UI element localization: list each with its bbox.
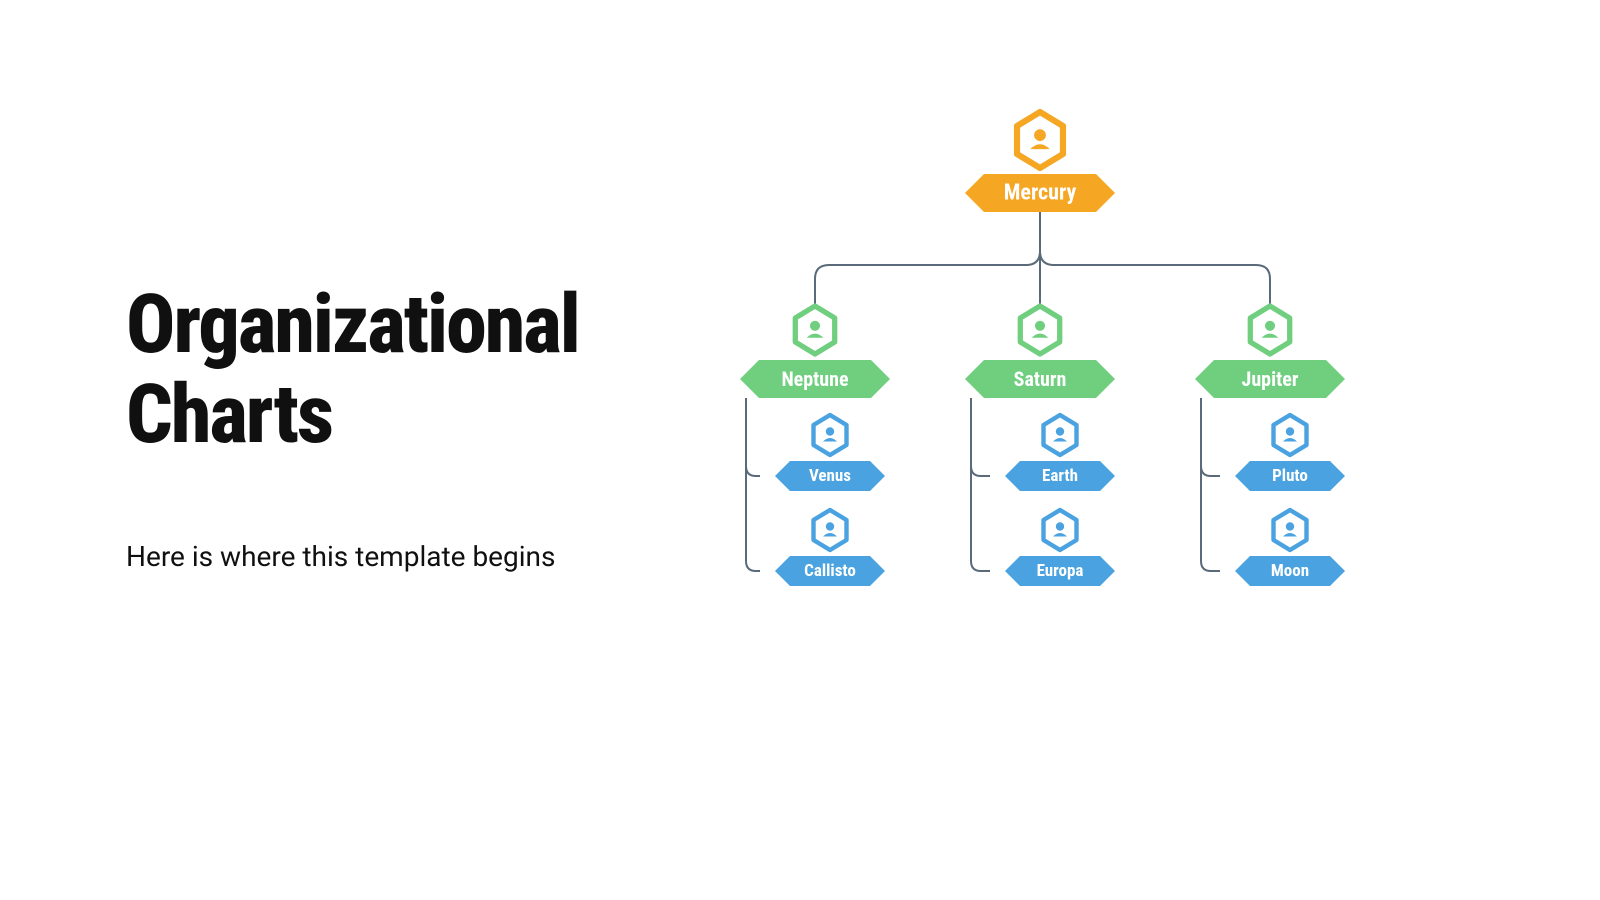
title-line-2: Charts bbox=[126, 370, 579, 460]
node-label-text: Moon bbox=[1271, 561, 1309, 581]
slide-title: Organizational Charts bbox=[126, 280, 579, 460]
org-node-venus: Venus bbox=[775, 415, 885, 491]
org-chart-svg: Mercury Neptune Saturn Jupiter Venus Callisto… bbox=[720, 80, 1360, 620]
org-node-saturn: Saturn bbox=[965, 306, 1115, 398]
node-label-text: Callisto bbox=[804, 561, 856, 581]
node-label-text: Saturn bbox=[1014, 367, 1067, 391]
title-line-1: Organizational bbox=[126, 280, 579, 370]
slide-root: Organizational Charts Here is where this… bbox=[0, 0, 1600, 900]
org-node-pluto: Pluto bbox=[1235, 415, 1345, 491]
node-label-text: Mercury bbox=[1004, 181, 1077, 206]
node-label-text: Europa bbox=[1037, 561, 1084, 581]
org-node-moon: Moon bbox=[1235, 510, 1345, 586]
org-node-neptune: Neptune bbox=[740, 306, 890, 398]
slide-subtitle: Here is where this template begins bbox=[126, 540, 555, 573]
org-node-jupiter: Jupiter bbox=[1195, 306, 1345, 398]
node-label-text: Earth bbox=[1042, 466, 1078, 486]
org-node-callisto: Callisto bbox=[775, 510, 885, 586]
org-node-europa: Europa bbox=[1005, 510, 1115, 586]
node-label-text: Neptune bbox=[781, 367, 848, 391]
node-label-text: Pluto bbox=[1272, 466, 1308, 486]
org-node-mercury: Mercury bbox=[965, 112, 1115, 212]
org-node-earth: Earth bbox=[1005, 415, 1115, 491]
org-chart: Mercury Neptune Saturn Jupiter Venus Callisto… bbox=[720, 80, 1360, 620]
node-label-text: Jupiter bbox=[1242, 367, 1299, 391]
nodes-layer: Mercury Neptune Saturn Jupiter Venus Callisto… bbox=[740, 112, 1345, 586]
node-label-text: Venus bbox=[809, 466, 851, 486]
